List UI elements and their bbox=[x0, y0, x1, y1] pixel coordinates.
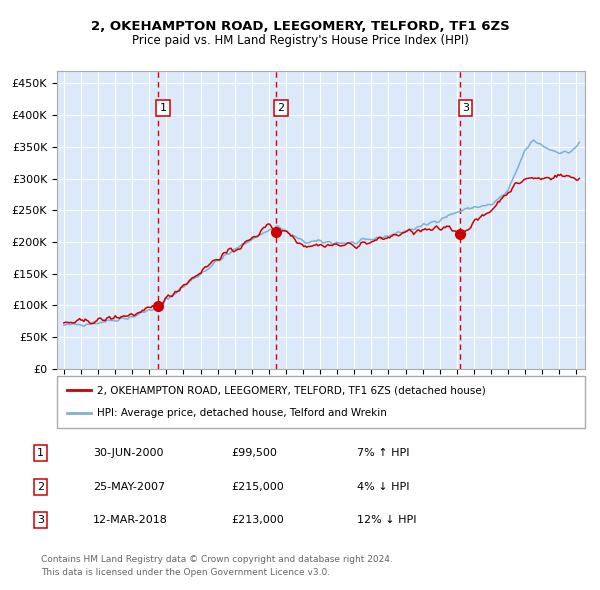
Text: 2: 2 bbox=[37, 482, 44, 491]
Text: 7% ↑ HPI: 7% ↑ HPI bbox=[357, 448, 409, 458]
Text: 2, OKEHAMPTON ROAD, LEEGOMERY, TELFORD, TF1 6ZS (detached house): 2, OKEHAMPTON ROAD, LEEGOMERY, TELFORD, … bbox=[97, 385, 485, 395]
Text: 12-MAR-2018: 12-MAR-2018 bbox=[93, 516, 168, 525]
Text: Contains HM Land Registry data © Crown copyright and database right 2024.: Contains HM Land Registry data © Crown c… bbox=[41, 555, 392, 564]
Text: 1: 1 bbox=[37, 448, 44, 458]
Text: HPI: Average price, detached house, Telford and Wrekin: HPI: Average price, detached house, Telf… bbox=[97, 408, 386, 418]
Text: £213,000: £213,000 bbox=[231, 516, 284, 525]
Text: 4% ↓ HPI: 4% ↓ HPI bbox=[357, 482, 409, 491]
Text: 12% ↓ HPI: 12% ↓ HPI bbox=[357, 516, 416, 525]
Text: 25-MAY-2007: 25-MAY-2007 bbox=[93, 482, 165, 491]
Text: 3: 3 bbox=[37, 516, 44, 525]
Text: 1: 1 bbox=[160, 103, 167, 113]
Text: 30-JUN-2000: 30-JUN-2000 bbox=[93, 448, 163, 458]
Text: 3: 3 bbox=[462, 103, 469, 113]
Text: £215,000: £215,000 bbox=[231, 482, 284, 491]
FancyBboxPatch shape bbox=[57, 376, 585, 428]
Text: This data is licensed under the Open Government Licence v3.0.: This data is licensed under the Open Gov… bbox=[41, 568, 330, 577]
Text: £99,500: £99,500 bbox=[231, 448, 277, 458]
Text: 2, OKEHAMPTON ROAD, LEEGOMERY, TELFORD, TF1 6ZS: 2, OKEHAMPTON ROAD, LEEGOMERY, TELFORD, … bbox=[91, 20, 509, 33]
Text: 2: 2 bbox=[277, 103, 284, 113]
Text: Price paid vs. HM Land Registry's House Price Index (HPI): Price paid vs. HM Land Registry's House … bbox=[131, 34, 469, 47]
